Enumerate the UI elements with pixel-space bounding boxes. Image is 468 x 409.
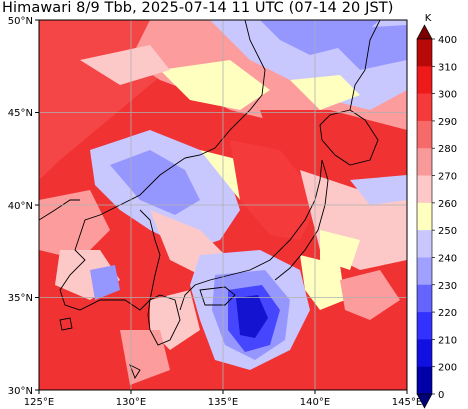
- colorbar-label: 210: [438, 335, 457, 346]
- colorbar-label: 290: [438, 117, 457, 128]
- lon-tick-label: 135°E: [208, 397, 238, 408]
- cloud-south-yellow: [300, 255, 345, 310]
- colorbar-label: 400: [438, 35, 457, 46]
- lat-tick-label: 40°N: [8, 201, 33, 212]
- warm-sea-of-japan: [230, 140, 320, 240]
- cloud-honshu-ne: [350, 175, 407, 205]
- colorbar-label: 240: [438, 253, 457, 264]
- cloud-band-nw-pale: [80, 45, 170, 85]
- axis-ticks: [35, 19, 408, 394]
- colorbar-segment: [417, 257, 432, 286]
- colorbar-extend-top: [416, 24, 433, 40]
- lon-tick-label: 125°E: [24, 397, 54, 408]
- colorbar-segment: [417, 148, 432, 176]
- colorbar-label: 310: [438, 62, 457, 73]
- colorbar-label: 220: [438, 308, 457, 319]
- brightness-temperature-field: [39, 20, 407, 390]
- colorbar-segment: [417, 366, 432, 395]
- map-title: Himawari 8/9 Tbb, 2025-07-14 11 UTC (07-…: [2, 0, 394, 16]
- cloud-mass-yellow-sea-core: [110, 150, 200, 215]
- convection-core: [236, 295, 268, 338]
- colorbar-segment: [417, 312, 432, 340]
- lat-tick-label: 30°N: [8, 386, 33, 397]
- lat-tick-label: 45°N: [8, 108, 33, 119]
- lon-tick-label: 140°E: [300, 397, 330, 408]
- cloud-band-ne-blue: [320, 25, 407, 70]
- colorbar-segment: [417, 339, 432, 367]
- colorbar-segment: [417, 39, 432, 67]
- cloud-west-pink: [39, 190, 110, 260]
- colorbar-label: 260: [438, 199, 457, 210]
- lon-tick-label: 145°E: [392, 397, 422, 408]
- colorbar-segment: [417, 284, 432, 313]
- colorbar-label: 300: [438, 90, 457, 101]
- colorbar-frame: [416, 38, 433, 395]
- colorbar-label: 0: [438, 390, 444, 401]
- colorbar-label: 270: [438, 172, 457, 183]
- colorbar-label: 280: [438, 144, 457, 155]
- colorbar-label: 200: [438, 363, 457, 374]
- colorbar-segment: [417, 120, 432, 149]
- colorbar-label: 230: [438, 281, 457, 292]
- cloud-band-ne-yellow: [290, 75, 360, 110]
- cloud-kyushu-pale: [150, 290, 200, 350]
- graticule: [39, 20, 407, 390]
- cloud-honshu-yellow: [320, 230, 360, 270]
- cloud-southeast-pink: [340, 270, 400, 320]
- lat-tick-label: 35°N: [8, 293, 33, 304]
- coastlines: [39, 20, 381, 380]
- lat-tick-label: 50°N: [8, 16, 33, 27]
- colorbar-segment: [417, 175, 432, 204]
- lon-tick-label: 130°E: [116, 397, 146, 408]
- colorbar-segment: [417, 93, 432, 122]
- colorbar-unit: K: [425, 13, 432, 24]
- cloud-band-north-yellow: [160, 60, 270, 110]
- colorbar-segment: [417, 202, 432, 231]
- colorbar: 400 310 300 290 280 270 260 250 240 230 220 210 200 0: [416, 24, 457, 409]
- colorbar-segment: [417, 66, 432, 94]
- colorbar-label: 250: [438, 226, 457, 237]
- cloud-west-blue: [90, 265, 120, 300]
- colorbar-segment: [417, 230, 432, 258]
